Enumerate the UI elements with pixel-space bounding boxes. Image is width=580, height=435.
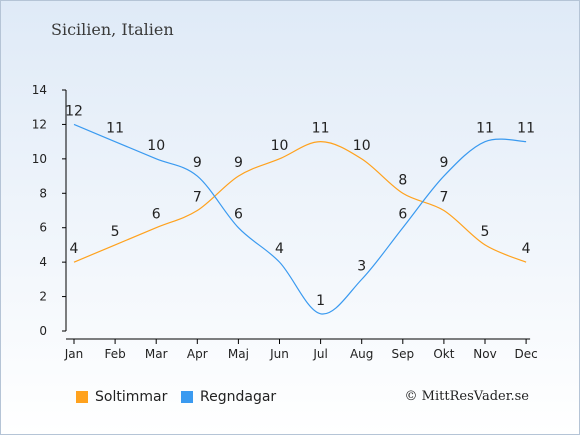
data-label: 4 xyxy=(70,241,79,257)
data-label: 6 xyxy=(398,207,407,223)
series-line-1 xyxy=(73,123,527,315)
data-label: 9 xyxy=(193,155,202,171)
y-tick-label: 12 xyxy=(32,117,47,131)
data-label: 9 xyxy=(439,155,448,171)
credit-text: © MittResVader.se xyxy=(404,389,529,404)
data-label: 3 xyxy=(357,258,366,274)
data-label: 7 xyxy=(439,190,448,206)
x-tick-label: Okt xyxy=(433,347,454,361)
legend-swatch-rain xyxy=(181,391,193,403)
data-label: 11 xyxy=(476,121,494,137)
data-label: 6 xyxy=(234,207,243,223)
legend-item-rain: Regndagar xyxy=(181,389,276,405)
y-tick-label: 0 xyxy=(39,324,47,338)
x-tick-label: Maj xyxy=(228,347,249,361)
data-label: 6 xyxy=(152,207,161,223)
x-tick-label: Nov xyxy=(473,347,496,361)
y-tick-label: 6 xyxy=(39,221,47,235)
y-tick-label: 14 xyxy=(32,83,47,97)
legend-swatch-sun xyxy=(76,391,88,403)
data-label: 7 xyxy=(193,190,202,206)
x-tick-label: Jan xyxy=(64,347,84,361)
x-tick-label: Apr xyxy=(187,347,208,361)
y-tick-label: 10 xyxy=(32,152,47,166)
y-tick-label: 4 xyxy=(39,255,47,269)
legend-label-rain: Regndagar xyxy=(200,389,277,405)
data-label: 8 xyxy=(398,172,407,188)
data-label: 4 xyxy=(275,241,284,257)
data-label: 12 xyxy=(65,103,83,119)
x-tick-label: Aug xyxy=(350,347,373,361)
data-label: 5 xyxy=(481,224,490,240)
data-label: 10 xyxy=(271,138,289,154)
data-label: 10 xyxy=(147,138,165,154)
legend-label-sun: Soltimmar xyxy=(95,389,168,405)
series-line-0 xyxy=(73,141,527,263)
data-label: 9 xyxy=(234,155,243,171)
x-tick-label: Mar xyxy=(145,347,168,361)
data-label: 1 xyxy=(316,293,325,309)
data-label: 4 xyxy=(522,241,531,257)
y-tick-label: 2 xyxy=(39,290,47,304)
y-tick-label: 8 xyxy=(39,186,47,200)
x-tick-label: Dec xyxy=(514,347,537,361)
chart-title: Sicilien, Italien xyxy=(51,20,174,39)
x-tick-label: Jun xyxy=(269,347,289,361)
x-tick-label: Sep xyxy=(391,347,414,361)
legend-item-sun: Soltimmar xyxy=(76,389,167,405)
data-label: 5 xyxy=(111,224,120,240)
x-tick-label: Jul xyxy=(312,347,327,361)
data-label: 11 xyxy=(517,121,535,137)
x-tick-label: Feb xyxy=(104,347,125,361)
data-label: 11 xyxy=(106,121,124,137)
data-label: 11 xyxy=(312,121,330,137)
data-label: 10 xyxy=(353,138,371,154)
